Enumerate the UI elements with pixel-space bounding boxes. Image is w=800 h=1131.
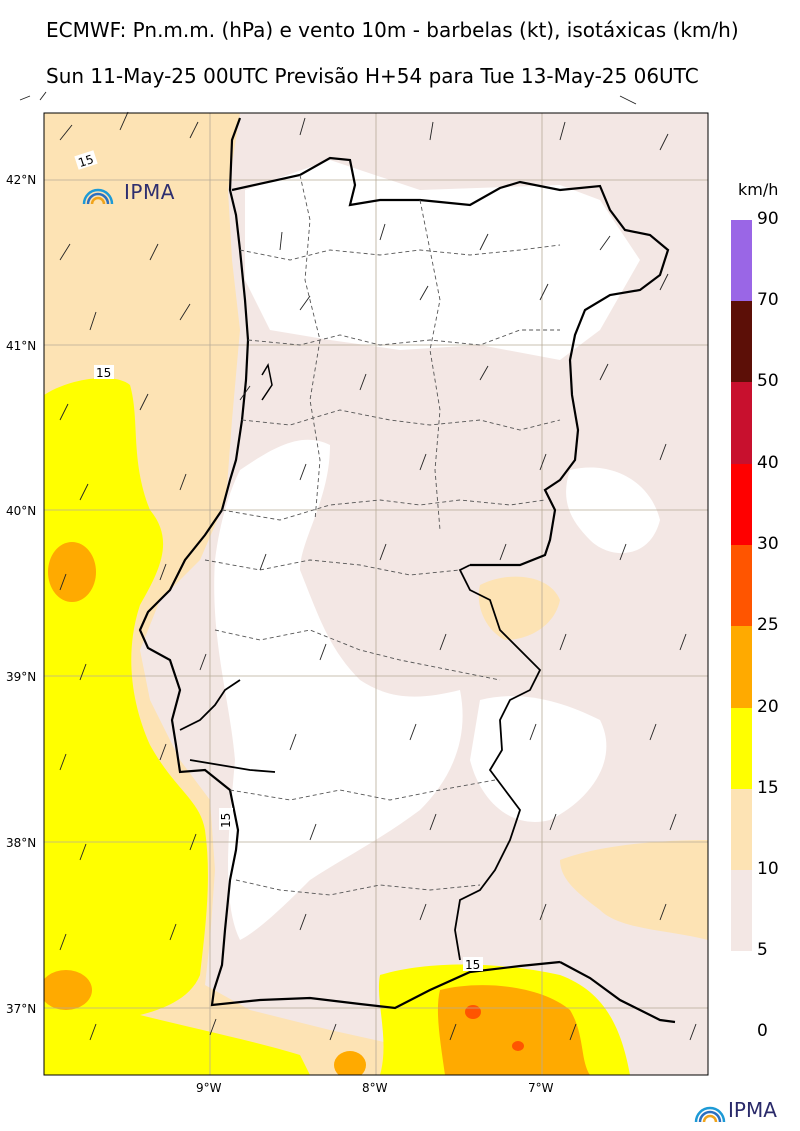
colorbar-label-0: 0	[757, 1021, 768, 1041]
colorbar-label-70: 70	[757, 290, 779, 310]
lat-label-37: 37°N	[6, 1002, 36, 1016]
colorbar-label-40: 40	[757, 453, 779, 473]
lon-label-7w: 7°W	[528, 1081, 554, 1095]
colorbar-label-15: 15	[757, 778, 779, 798]
colorbar-15-10	[731, 789, 752, 870]
ipma-logo-footer: IPMA	[728, 1098, 777, 1122]
colorbar-label-5: 5	[757, 940, 768, 960]
district-borders	[204, 174, 561, 896]
wind-barbs	[19, 91, 697, 1041]
ipma-footer-text: IPMA	[728, 1098, 777, 1122]
colorbar-label-90: 90	[757, 209, 779, 229]
colorbar-label-30: 30	[757, 534, 779, 554]
colorbar-70-50	[731, 301, 752, 382]
axis-labels: 42°N 41°N 40°N 39°N 38°N 37°N 9°W 8°W 7°…	[6, 173, 554, 1095]
colorbar-40-30	[731, 464, 752, 545]
colorbar-25-20	[731, 626, 752, 708]
map-title: ECMWF: Pn.m.m. (hPa) e vento 10m - barbe…	[46, 18, 739, 42]
national-border	[454, 564, 542, 961]
colorbar	[731, 220, 752, 951]
ipma-logo-text: IPMA	[124, 180, 175, 204]
lat-label-40: 40°N	[6, 504, 36, 518]
colorbar-label-20: 20	[757, 697, 779, 717]
map-frame	[43, 112, 709, 1076]
sea-isotach-20-25-south	[44, 970, 92, 1010]
colorbar-label-50: 50	[757, 371, 779, 391]
tagus-estuary	[179, 679, 276, 773]
colorbar-10-5	[731, 870, 752, 951]
south-coast-isotach-25-30-b	[512, 1041, 524, 1051]
lon-label-8w: 8°W	[362, 1081, 388, 1095]
aveiro-lagoon	[261, 362, 273, 401]
coastline-north	[231, 156, 670, 567]
land-calm-southeast	[470, 696, 607, 822]
sea-isotach-20-25-north	[48, 542, 96, 602]
ipma-logo-map: IPMA	[120, 180, 175, 204]
colorbar-90-70	[731, 220, 752, 301]
lon-label-9w: 9°W	[196, 1081, 222, 1095]
south-coast-isotach-25-30-c	[334, 1051, 366, 1075]
colorbar-label-10: 10	[757, 859, 779, 879]
isotach-label-south: 15	[465, 958, 480, 972]
coastline-south-east	[559, 961, 676, 1024]
isotach-label-north: 15	[77, 152, 96, 170]
land-calm-centre	[214, 439, 463, 940]
ipma-logo-arcs	[82, 188, 726, 1123]
land-calm-north	[245, 160, 640, 360]
map-subtitle: Sun 11-May-25 00UTC Previsão H+54 para T…	[46, 64, 699, 88]
southeast-isotach-10-15	[560, 840, 708, 940]
colorbar-50-40	[731, 382, 752, 464]
land-isotach-10-15	[478, 576, 560, 640]
lat-label-38: 38°N	[6, 836, 36, 850]
south-coast-isotach-25-30-a	[465, 1005, 481, 1019]
lat-label-39: 39°N	[6, 670, 36, 684]
colorbar-20-15	[731, 708, 752, 789]
colorbar-label-25: 25	[757, 615, 779, 635]
sea-isotach-15-20	[44, 377, 310, 1075]
isotach-label-southwest: 15	[219, 813, 233, 828]
colorbar-30-25	[731, 545, 752, 626]
coastline-west	[138, 117, 561, 1010]
lat-label-42: 42°N	[6, 173, 36, 187]
colorbar-unit: km/h	[738, 180, 779, 199]
isotach-labels: 15 15 15 15	[74, 150, 483, 972]
isotach-label-west: 15	[96, 366, 111, 380]
lat-label-41: 41°N	[6, 339, 36, 353]
wind-speed-field	[44, 113, 708, 1075]
